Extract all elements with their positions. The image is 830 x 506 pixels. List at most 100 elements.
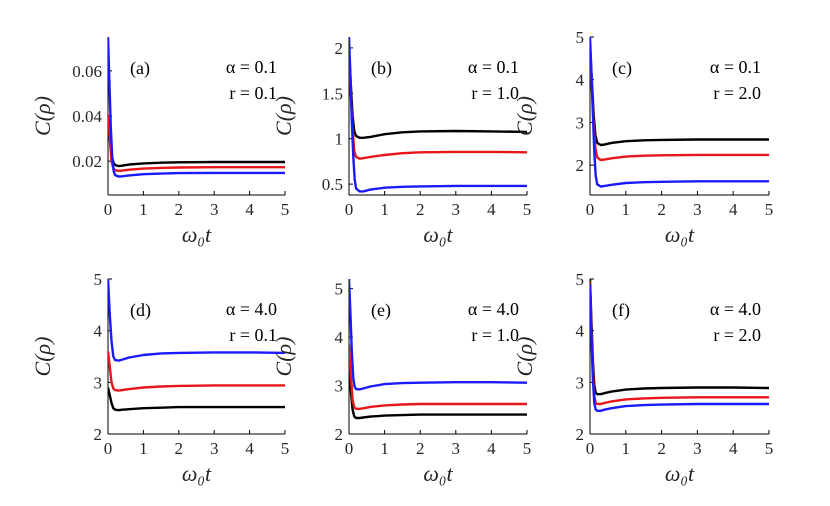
x-axis-label: ω₀t	[423, 222, 453, 247]
alpha-annotation: α = 0.1	[468, 57, 519, 77]
x-tick-label: 0	[104, 439, 113, 458]
panel-e: 0 1 2 3 4 5 2 3 4 5 ω₀t C(ρ) (e) α = 4.0 r = 1.0	[271, 279, 531, 486]
y-axis-label: C(ρ)	[30, 96, 55, 136]
r-annotation: r = 0.1	[229, 83, 277, 103]
y-tick-label: 0.02	[72, 152, 102, 171]
x-tick-label: 2	[657, 439, 666, 458]
x-tick-label: 2	[175, 200, 184, 219]
x-tick-label: 0	[345, 439, 354, 458]
x-tick-label: 2	[657, 200, 666, 219]
r-annotation: r = 1.0	[471, 325, 519, 345]
x-axis-label: ω₀t	[182, 222, 212, 247]
alpha-annotation: α = 4.0	[468, 299, 519, 319]
x-tick-label: 5	[523, 200, 532, 219]
y-tick-label: 2	[335, 39, 344, 58]
series-line-red	[108, 351, 285, 392]
x-tick-label: 0	[345, 200, 354, 219]
panel-a: 0 1 2 3 4 5 0.02 0.04 0.06 ω₀t C(ρ) (a) α = 0.1 r = 0…	[30, 37, 289, 247]
y-tick-label: 1	[335, 130, 344, 149]
x-tick-label: 5	[281, 200, 290, 219]
x-tick-label: 3	[452, 200, 461, 219]
x-tick-label: 2	[416, 439, 425, 458]
x-tick-label: 1	[380, 439, 389, 458]
panel-label: (d)	[130, 300, 151, 321]
y-tick-label: 5	[335, 280, 344, 299]
series-line-black	[108, 387, 285, 412]
x-tick-label: 4	[487, 439, 496, 458]
series-line-black	[349, 366, 527, 420]
x-tick-label: 5	[765, 200, 774, 219]
series-line-blue	[590, 284, 769, 412]
series-line-black	[108, 122, 285, 168]
x-tick-label: 4	[245, 439, 254, 458]
y-tick-label: 2	[576, 156, 585, 175]
series-group	[590, 279, 769, 412]
series-line-blue	[108, 37, 285, 178]
panel-label: (a)	[130, 58, 150, 79]
series-group	[108, 279, 285, 412]
y-axis-label: C(ρ)	[512, 96, 537, 136]
series-line-blue	[108, 279, 285, 362]
alpha-annotation: α = 0.1	[710, 57, 761, 77]
y-tick-label: 3	[335, 377, 344, 396]
x-tick-label: 4	[487, 200, 496, 219]
y-tick-label: 0.06	[72, 62, 102, 81]
panel-b: 0 1 2 3 4 5 0.5 1 1.5 2 ω₀t C(ρ) (b) α = 0.1 r = 1.0	[271, 37, 531, 247]
series-group	[108, 37, 285, 178]
y-tick-label: 5	[576, 28, 585, 47]
alpha-annotation: α = 4.0	[710, 299, 761, 319]
y-tick-label: 0.04	[72, 107, 102, 126]
x-tick-label: 4	[729, 200, 738, 219]
series-line-blue	[349, 279, 527, 391]
x-tick-label: 0	[586, 439, 595, 458]
y-tick-label: 3	[576, 113, 585, 132]
panel-label: (c)	[612, 58, 632, 79]
x-tick-label: 0	[586, 200, 595, 219]
series-line-red	[349, 344, 527, 410]
series-line-blue	[590, 37, 769, 188]
alpha-annotation: α = 4.0	[226, 299, 277, 319]
y-axis-label: C(ρ)	[30, 337, 55, 377]
x-tick-label: 4	[729, 439, 738, 458]
x-tick-label: 1	[622, 439, 631, 458]
alpha-annotation: α = 0.1	[226, 57, 277, 77]
y-axis-label: C(ρ)	[271, 337, 296, 377]
panel-f: 0 1 2 3 4 5 2 3 4 5 ω₀t C(ρ) (f) α = 4.0 r = 2.0	[512, 270, 773, 486]
series-group	[349, 279, 527, 420]
x-tick-label: 5	[765, 439, 774, 458]
y-tick-label: 4	[335, 328, 344, 347]
panel-c: 0 1 2 3 4 5 2 3 4 5 ω₀t C(ρ) (c) α = 0.1 r = 2.0	[512, 28, 773, 247]
y-tick-label: 2	[94, 425, 103, 444]
y-tick-label: 1.5	[322, 84, 343, 103]
x-tick-label: 1	[139, 200, 148, 219]
panel-d: 0 1 2 3 4 5 2 3 4 5 ω₀t C(ρ) (d) α = 4.0 r = 0.1	[30, 270, 289, 486]
x-axis-label: ω₀t	[665, 222, 695, 247]
x-axis-label: ω₀t	[665, 461, 695, 486]
y-tick-label: 4	[576, 322, 585, 341]
panel-label: (e)	[371, 300, 391, 321]
y-tick-label: 3	[576, 373, 585, 392]
series-line-blue	[349, 37, 527, 193]
y-tick-label: 4	[94, 322, 103, 341]
x-tick-label: 2	[175, 439, 184, 458]
x-tick-label: 1	[139, 439, 148, 458]
x-tick-label: 1	[622, 200, 631, 219]
x-tick-label: 3	[210, 439, 219, 458]
y-tick-label: 2	[576, 425, 585, 444]
x-tick-label: 5	[281, 439, 290, 458]
series-group	[590, 37, 769, 188]
y-tick-label: 5	[576, 270, 585, 289]
x-tick-label: 3	[452, 439, 461, 458]
panel-label: (b)	[371, 58, 392, 79]
panel-label: (f)	[612, 300, 630, 321]
x-tick-label: 3	[693, 200, 702, 219]
y-tick-label: 3	[94, 373, 103, 392]
x-axis-label: ω₀t	[182, 461, 212, 486]
r-annotation: r = 0.1	[229, 325, 277, 345]
y-tick-label: 5	[94, 270, 103, 289]
x-tick-label: 3	[210, 200, 219, 219]
x-tick-label: 4	[245, 200, 254, 219]
y-axis-label: C(ρ)	[512, 337, 537, 377]
y-tick-label: 0.5	[322, 175, 343, 194]
